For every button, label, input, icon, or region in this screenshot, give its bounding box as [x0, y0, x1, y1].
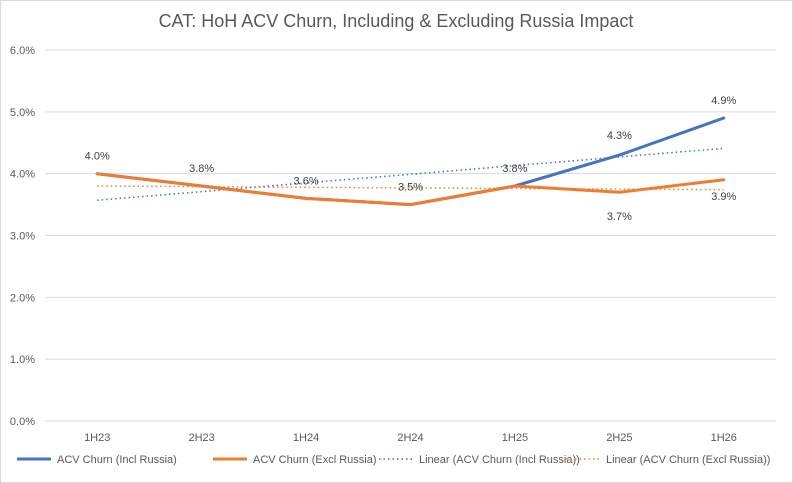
data-label: 4.9% [711, 95, 736, 107]
legend-label: ACV Churn (Excl Russia) [253, 454, 376, 466]
y-tick-label: 5.0% [10, 107, 35, 119]
data-labels: 4.3% 4.9% 4.0% 3.8% 3.6% 3.5% 3.8% 3.7% 3.9% [85, 95, 737, 223]
legend-item-linear-incl-russia: Linear (ACV Churn (Incl Russia)) [379, 454, 580, 466]
y-axis-ticks: 0.0% 1.0% 2.0% 3.0% 4.0% 5.0% 6.0% [10, 45, 35, 428]
legend-label: ACV Churn (Incl Russia) [57, 454, 177, 466]
x-tick-label: 2H23 [188, 432, 214, 444]
legend-label: Linear (ACV Churn (Excl Russia)) [606, 454, 770, 466]
x-tick-label: 1H25 [502, 432, 528, 444]
y-tick-label: 1.0% [10, 354, 35, 366]
data-label: 3.8% [502, 163, 527, 175]
x-tick-label: 2H25 [606, 432, 632, 444]
legend: ACV Churn (Incl Russia) ACV Churn (Excl R… [17, 454, 770, 466]
x-tick-label: 1H24 [293, 432, 319, 444]
legend-item-linear-excl-russia: Linear (ACV Churn (Excl Russia)) [566, 454, 770, 466]
legend-label: Linear (ACV Churn (Incl Russia)) [419, 454, 580, 466]
series-line-excl-russia [95, 172, 726, 207]
x-tick-label: 1H23 [84, 432, 110, 444]
data-label: 3.8% [189, 163, 214, 175]
x-axis-ticks: 1H23 2H23 1H24 2H24 1H25 2H25 1H26 [84, 432, 737, 444]
chart-title: CAT: HoH ACV Churn, Including & Excludin… [159, 11, 634, 31]
data-label: 4.3% [607, 130, 632, 142]
data-label: 3.7% [607, 211, 632, 223]
data-label: 3.9% [711, 191, 736, 203]
data-label: 4.0% [85, 151, 110, 163]
y-tick-label: 2.0% [10, 292, 35, 304]
data-label: 3.5% [398, 182, 423, 194]
series-lines [95, 116, 726, 207]
y-tick-label: 3.0% [10, 231, 35, 243]
legend-item-incl-russia: ACV Churn (Incl Russia) [17, 454, 177, 466]
x-tick-label: 1H26 [711, 432, 737, 444]
y-tick-label: 4.0% [10, 169, 35, 181]
trendline-incl-russia [97, 147, 724, 202]
y-tick-label: 0.0% [10, 416, 35, 428]
data-label: 3.6% [294, 175, 319, 187]
x-tick-label: 2H24 [397, 432, 423, 444]
gridlines [45, 49, 776, 422]
y-tick-label: 6.0% [10, 45, 35, 57]
legend-item-excl-russia: ACV Churn (Excl Russia) [213, 454, 376, 466]
